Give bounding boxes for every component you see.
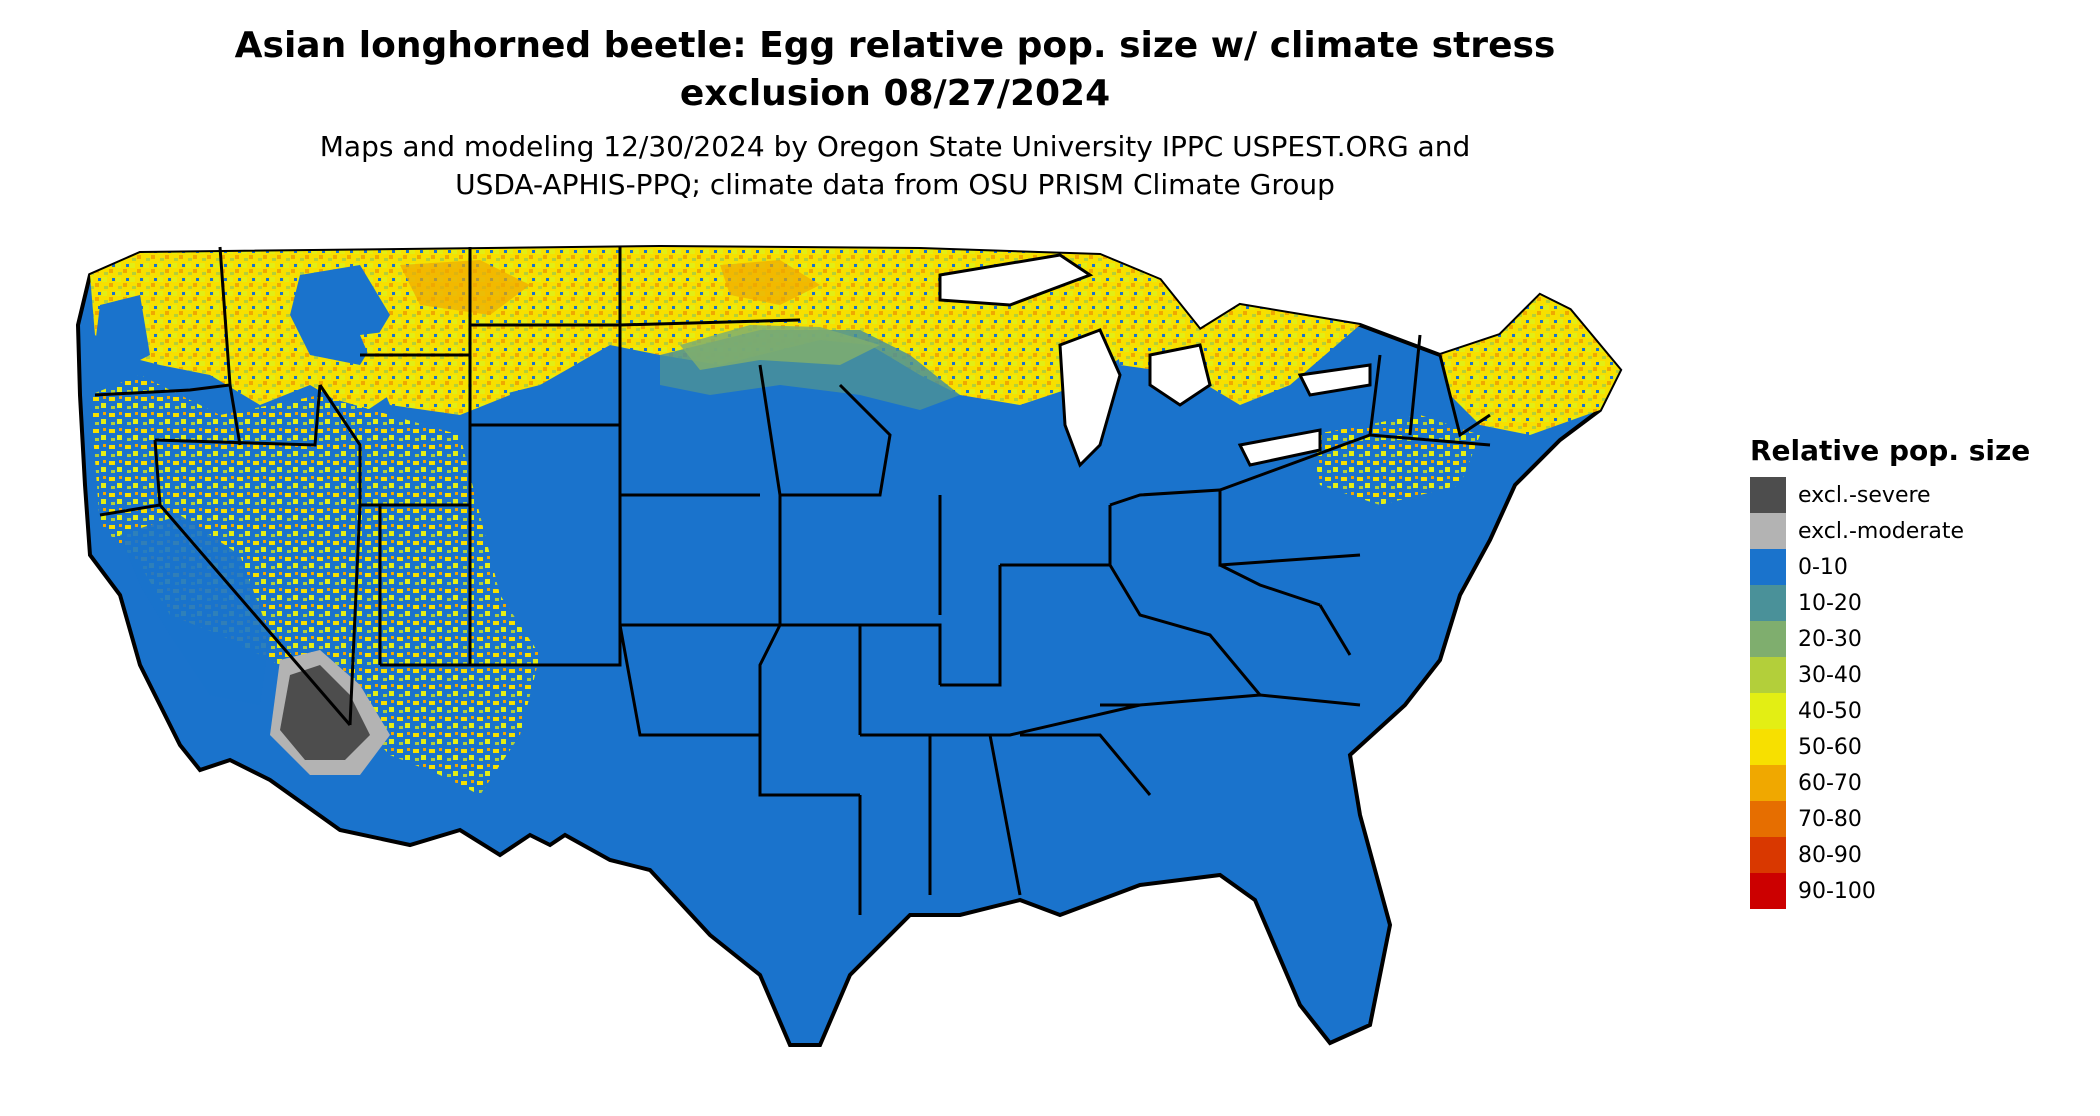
legend-label: 20-30 (1798, 626, 1862, 652)
legend-item: 80-90 (1750, 837, 2090, 873)
legend-swatch (1750, 657, 1786, 693)
legend-label: 50-60 (1798, 734, 1862, 760)
map-title: Asian longhorned beetle: Egg relative po… (0, 22, 1790, 118)
map-subtitle: Maps and modeling 12/30/2024 by Oregon S… (0, 128, 1790, 204)
legend-swatch (1750, 693, 1786, 729)
legend-item: 40-50 (1750, 693, 2090, 729)
legend-swatch (1750, 513, 1786, 549)
legend: Relative pop. size excl.-severe excl.-mod… (1750, 433, 2090, 909)
legend-item: 0-10 (1750, 549, 2090, 585)
northern-zone (90, 247, 1620, 505)
legend-swatch (1750, 801, 1786, 837)
legend-label: 80-90 (1798, 842, 1862, 868)
legend-swatch (1750, 585, 1786, 621)
legend-swatch (1750, 873, 1786, 909)
legend-swatch (1750, 729, 1786, 765)
legend-item: 10-20 (1750, 585, 2090, 621)
map-subtitle-line-1: Maps and modeling 12/30/2024 by Oregon S… (319, 130, 1471, 163)
legend-swatch (1750, 765, 1786, 801)
western-zone (90, 325, 540, 795)
legend-item: excl.-severe (1750, 477, 2090, 513)
legend-item: 30-40 (1750, 657, 2090, 693)
legend-label: 70-80 (1798, 806, 1862, 832)
legend-swatch (1750, 621, 1786, 657)
legend-swatch (1750, 837, 1786, 873)
legend-label: excl.-moderate (1798, 518, 1964, 544)
us-map-svg (75, 244, 1623, 1047)
legend-label: 30-40 (1798, 662, 1862, 688)
legend-label: excl.-severe (1798, 482, 1931, 508)
legend-swatch (1750, 477, 1786, 513)
legend-item: 90-100 (1750, 873, 2090, 909)
exclusion-zone (270, 650, 390, 775)
legend-label: 90-100 (1798, 878, 1876, 904)
great-lakes (938, 253, 1372, 468)
legend-label: 0-10 (1798, 554, 1848, 580)
legend-swatch (1750, 549, 1786, 585)
map-subtitle-line-2: USDA-APHIS-PPQ; climate data from OSU PR… (455, 168, 1335, 201)
legend-label: 60-70 (1798, 770, 1862, 796)
legend-item: 20-30 (1750, 621, 2090, 657)
map-title-line-1: Asian longhorned beetle: Egg relative po… (234, 25, 1556, 66)
map-title-line-2: exclusion 08/27/2024 (679, 73, 1111, 114)
state-borders (94, 246, 1491, 915)
legend-item: 60-70 (1750, 765, 2090, 801)
legend-items: excl.-severe excl.-moderate 0-10 10-20 20-30… (1750, 477, 2090, 909)
legend-label: 10-20 (1798, 590, 1862, 616)
legend-label: 40-50 (1798, 698, 1862, 724)
legend-title: Relative pop. size (1750, 434, 2031, 467)
us-map (60, 235, 1760, 1115)
legend-item: 70-80 (1750, 801, 2090, 837)
legend-item: 50-60 (1750, 729, 2090, 765)
legend-item: excl.-moderate (1750, 513, 2090, 549)
